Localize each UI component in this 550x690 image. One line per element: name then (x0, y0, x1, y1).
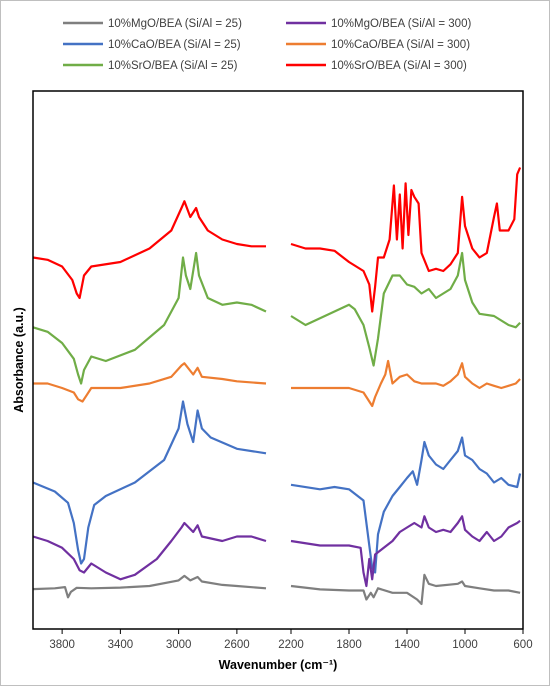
x-tick-label: 600 (513, 639, 532, 651)
x-tick-label: 3400 (108, 639, 134, 651)
legend-label: 10%CaO/BEA (Si/Al = 25) (108, 39, 241, 51)
x-tick-label: 3800 (49, 639, 75, 651)
series-line-5-left (33, 362, 267, 403)
legend-label: 10%SrO/BEA (Si/Al = 25) (108, 60, 238, 72)
series-line-1-right (290, 573, 521, 606)
legend-label: 10%MgO/BEA (Si/Al = 300) (331, 18, 471, 30)
x-tick-label: 2200 (278, 639, 304, 651)
x-tick-label: 3000 (166, 639, 192, 651)
series-line-5-right (291, 359, 521, 408)
series-line-1-left (32, 574, 267, 599)
series-line-6-right (290, 167, 522, 313)
series-line-3-right (290, 251, 521, 367)
plot-border (32, 90, 524, 630)
legend-label: 10%MgO/BEA (Si/Al = 25) (108, 18, 242, 30)
series-line-4-left (32, 521, 267, 581)
x-tick-label: 1400 (394, 639, 420, 651)
x-tick-label: 2600 (224, 639, 250, 651)
y-axis-title: Absorbance (a.u.) (12, 307, 26, 413)
legend-label: 10%CaO/BEA (Si/Al = 300) (331, 39, 470, 51)
legend-label: 10%SrO/BEA (Si/Al = 300) (331, 60, 467, 72)
series-line-3-left (32, 251, 267, 385)
x-tick-label: 1000 (452, 639, 478, 651)
axes: 3800 3400 3000 2600 2200 1800 1400 1000 600 Waven… (12, 90, 533, 672)
series-line-2-left (32, 400, 267, 565)
series-line-6-left (32, 200, 266, 300)
x-tick-label: 1800 (336, 639, 362, 651)
legend: 10%MgO/BEA (Si/Al = 25) 10%CaO/BEA (Si/Al… (63, 18, 471, 72)
series-line-4-right (290, 515, 521, 588)
plot-area (32, 167, 522, 606)
x-axis-title: Wavenumber (cm⁻¹) (219, 658, 338, 672)
series-line-2-right (290, 436, 522, 574)
